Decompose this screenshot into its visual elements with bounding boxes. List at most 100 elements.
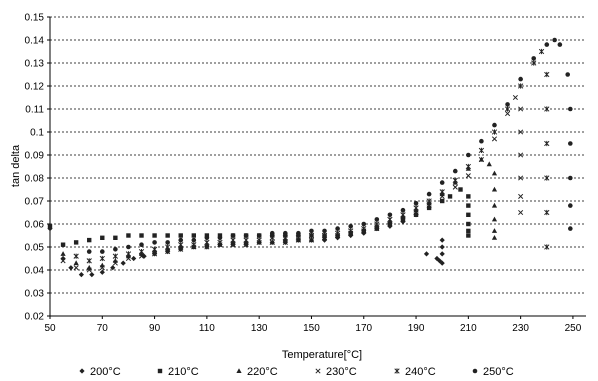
y-tick-label: 0.09 [25,151,45,162]
data-point [112,260,118,266]
data-point [282,235,288,241]
data-point [374,221,380,227]
y-axis-title: tan delta [10,144,22,187]
legend-label: 220°C [247,366,278,378]
data-point [518,106,524,112]
data-point [466,212,471,217]
data-point [243,242,249,248]
data-point [458,187,463,192]
y-tick-label: 0.08 [25,174,45,185]
data-point [321,237,328,243]
data-point [400,216,406,222]
data-point [296,230,301,236]
data-point [138,253,145,259]
data-point [479,138,484,144]
series-5 [73,48,550,264]
data-point [426,203,432,209]
data-points [47,37,573,278]
legend-item: 240°C [394,366,436,378]
data-point [125,255,131,262]
data-point [191,237,197,243]
data-point [110,265,116,271]
y-tick-label: 0.13 [25,59,45,70]
axes [47,16,586,319]
data-point [191,242,197,248]
data-point [439,244,445,250]
data-point [387,212,393,218]
data-point [335,226,340,231]
legend-label: 200°C [90,366,121,378]
y-tick-label: 0.06 [25,220,45,231]
x-tick-label: 190 [408,323,425,334]
tick-labels: 0.02 0.03 0.04 0.05 0.06 0.07 0.08 0.09 0.1 0.11 0… [25,13,582,335]
y-tick-label: 0.15 [25,13,45,24]
data-point [243,233,249,238]
data-point [491,129,498,135]
y-tick-label: 0.05 [25,243,45,254]
data-point [466,228,471,234]
y-tick-label: 0.12 [25,82,45,93]
data-point [466,194,471,199]
legend-label: 230°C [326,366,357,378]
data-point [426,205,432,211]
data-point [452,168,458,174]
data-point [60,242,66,247]
data-point [73,265,79,271]
data-point [204,239,210,246]
data-point [322,228,327,234]
data-point [178,233,183,238]
y-tick-label: 0.11 [25,105,44,116]
data-point [491,216,498,222]
data-point [131,255,137,262]
data-point [552,37,557,43]
data-point [568,106,573,112]
data-point [269,239,275,245]
data-point [544,209,550,216]
legend-marker [315,368,321,374]
data-point [87,237,92,243]
data-point [491,170,498,176]
data-point [447,194,453,199]
data-point [73,240,79,245]
data-point [518,152,524,158]
data-point [466,203,471,208]
data-point [178,237,184,243]
data-point [439,180,445,185]
data-point [512,94,518,101]
data-point [308,232,315,239]
data-point [465,163,471,170]
data-point [491,228,498,233]
data-point [518,76,523,82]
data-point [126,233,131,238]
data-point [126,244,131,250]
data-point [295,235,302,241]
legend-item: 250°C [472,366,514,378]
data-point [283,230,288,236]
data-point [568,226,573,231]
x-tick-label: 230 [512,323,529,334]
data-point [68,265,74,271]
data-point [413,209,419,216]
data-point [120,260,126,266]
data-point [361,221,367,227]
data-point [99,249,105,254]
data-point [151,246,158,252]
data-point [413,205,419,211]
y-tick-label: 0.14 [25,36,45,47]
data-point [568,141,573,146]
data-point [426,191,432,197]
data-point [204,233,210,238]
data-point [439,260,445,266]
data-point [348,228,354,234]
data-point [86,249,92,254]
legend-marker [394,368,400,374]
data-point [112,253,119,259]
y-tick-label: 0.02 [25,312,45,323]
y-tick-label: 0.07 [25,197,45,208]
data-point [518,129,524,135]
legend-marker [79,368,85,374]
data-point [374,226,380,232]
data-point [531,56,537,61]
